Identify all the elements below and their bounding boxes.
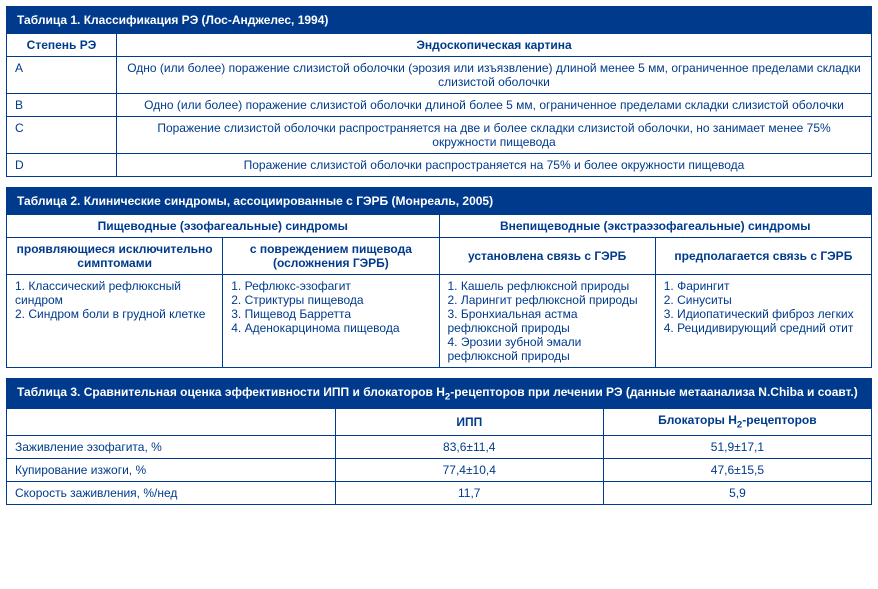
table-row: Заживление эзофагита, % 83,6±11,4 51,9±1… xyxy=(7,435,872,458)
t3-col1 xyxy=(7,409,336,435)
t3-label: Заживление эзофагита, % xyxy=(7,435,336,458)
table-row: A Одно (или более) поражение слизистой о… xyxy=(7,57,872,94)
t2-sub2: с повреждением пищевода (осложнения ГЭРБ… xyxy=(223,238,439,275)
t1-grade: C xyxy=(7,117,117,154)
t2-sub3: установлена связь с ГЭРБ xyxy=(439,238,655,275)
t3-label: Купирование изжоги, % xyxy=(7,458,336,481)
t2-sub1: проявляющиеся исключительно симптомами xyxy=(7,238,223,275)
t1-col1: Степень РЭ xyxy=(7,34,117,57)
t2-c1: 1. Классический рефлюксный синдром 2. Си… xyxy=(7,275,223,368)
t3-title-pre: Таблица 3. Сравнительная оценка эффектив… xyxy=(17,385,445,399)
t1-desc: Поражение слизистой оболочки распростран… xyxy=(117,154,872,177)
t1-grade: B xyxy=(7,94,117,117)
t2-c3: 1. Кашель рефлюксной природы 2. Ларингит… xyxy=(439,275,655,368)
t3-col3-pre: Блокаторы H xyxy=(658,413,737,427)
t3-col3: Блокаторы H2-рецепторов xyxy=(603,409,871,435)
t2-group2: Внепищеводные (экстраэзофагеальные) синд… xyxy=(439,215,872,238)
table-3-title: Таблица 3. Сравнительная оценка эффектив… xyxy=(7,379,872,409)
table-row: D Поражение слизистой оболочки распростр… xyxy=(7,154,872,177)
t3-val-b: 51,9±17,1 xyxy=(603,435,871,458)
table-2-title: Таблица 2. Клинические синдромы, ассоции… xyxy=(7,188,872,215)
t2-c4: 1. Фарингит 2. Синуситы 3. Идиопатически… xyxy=(655,275,871,368)
t3-val-a: 77,4±10,4 xyxy=(335,458,603,481)
table-row: C Поражение слизистой оболочки распростр… xyxy=(7,117,872,154)
t2-group1: Пищеводные (эзофагеальные) синдромы xyxy=(7,215,440,238)
t3-val-b: 47,6±15,5 xyxy=(603,458,871,481)
t3-title-post: -рецепторов при лечении РЭ (данные метаа… xyxy=(450,385,858,399)
table-row: B Одно (или более) поражение слизистой о… xyxy=(7,94,872,117)
t3-label: Скорость заживления, %/нед xyxy=(7,481,336,504)
table-row: 1. Классический рефлюксный синдром 2. Си… xyxy=(7,275,872,368)
t1-desc: Одно (или более) поражение слизистой обо… xyxy=(117,57,872,94)
t1-grade: D xyxy=(7,154,117,177)
t1-grade: A xyxy=(7,57,117,94)
table-2: Таблица 2. Клинические синдромы, ассоции… xyxy=(6,187,872,368)
t1-desc: Поражение слизистой оболочки распростран… xyxy=(117,117,872,154)
table-3: Таблица 3. Сравнительная оценка эффектив… xyxy=(6,378,872,505)
t1-desc: Одно (или более) поражение слизистой обо… xyxy=(117,94,872,117)
t2-c2: 1. Рефлюкс-эзофагит 2. Стриктуры пищевод… xyxy=(223,275,439,368)
t3-col3-post: -рецепторов xyxy=(742,413,816,427)
t3-val-a: 83,6±11,4 xyxy=(335,435,603,458)
table-row: Купирование изжоги, % 77,4±10,4 47,6±15,… xyxy=(7,458,872,481)
t3-val-a: 11,7 xyxy=(335,481,603,504)
table-1-title: Таблица 1. Классификация РЭ (Лос-Анджеле… xyxy=(7,7,872,34)
t3-val-b: 5,9 xyxy=(603,481,871,504)
table-row: Скорость заживления, %/нед 11,7 5,9 xyxy=(7,481,872,504)
table-1: Таблица 1. Классификация РЭ (Лос-Анджеле… xyxy=(6,6,872,177)
t1-col2: Эндоскопическая картина xyxy=(117,34,872,57)
t2-sub4: предполагается связь с ГЭРБ xyxy=(655,238,871,275)
t3-col2: ИПП xyxy=(335,409,603,435)
